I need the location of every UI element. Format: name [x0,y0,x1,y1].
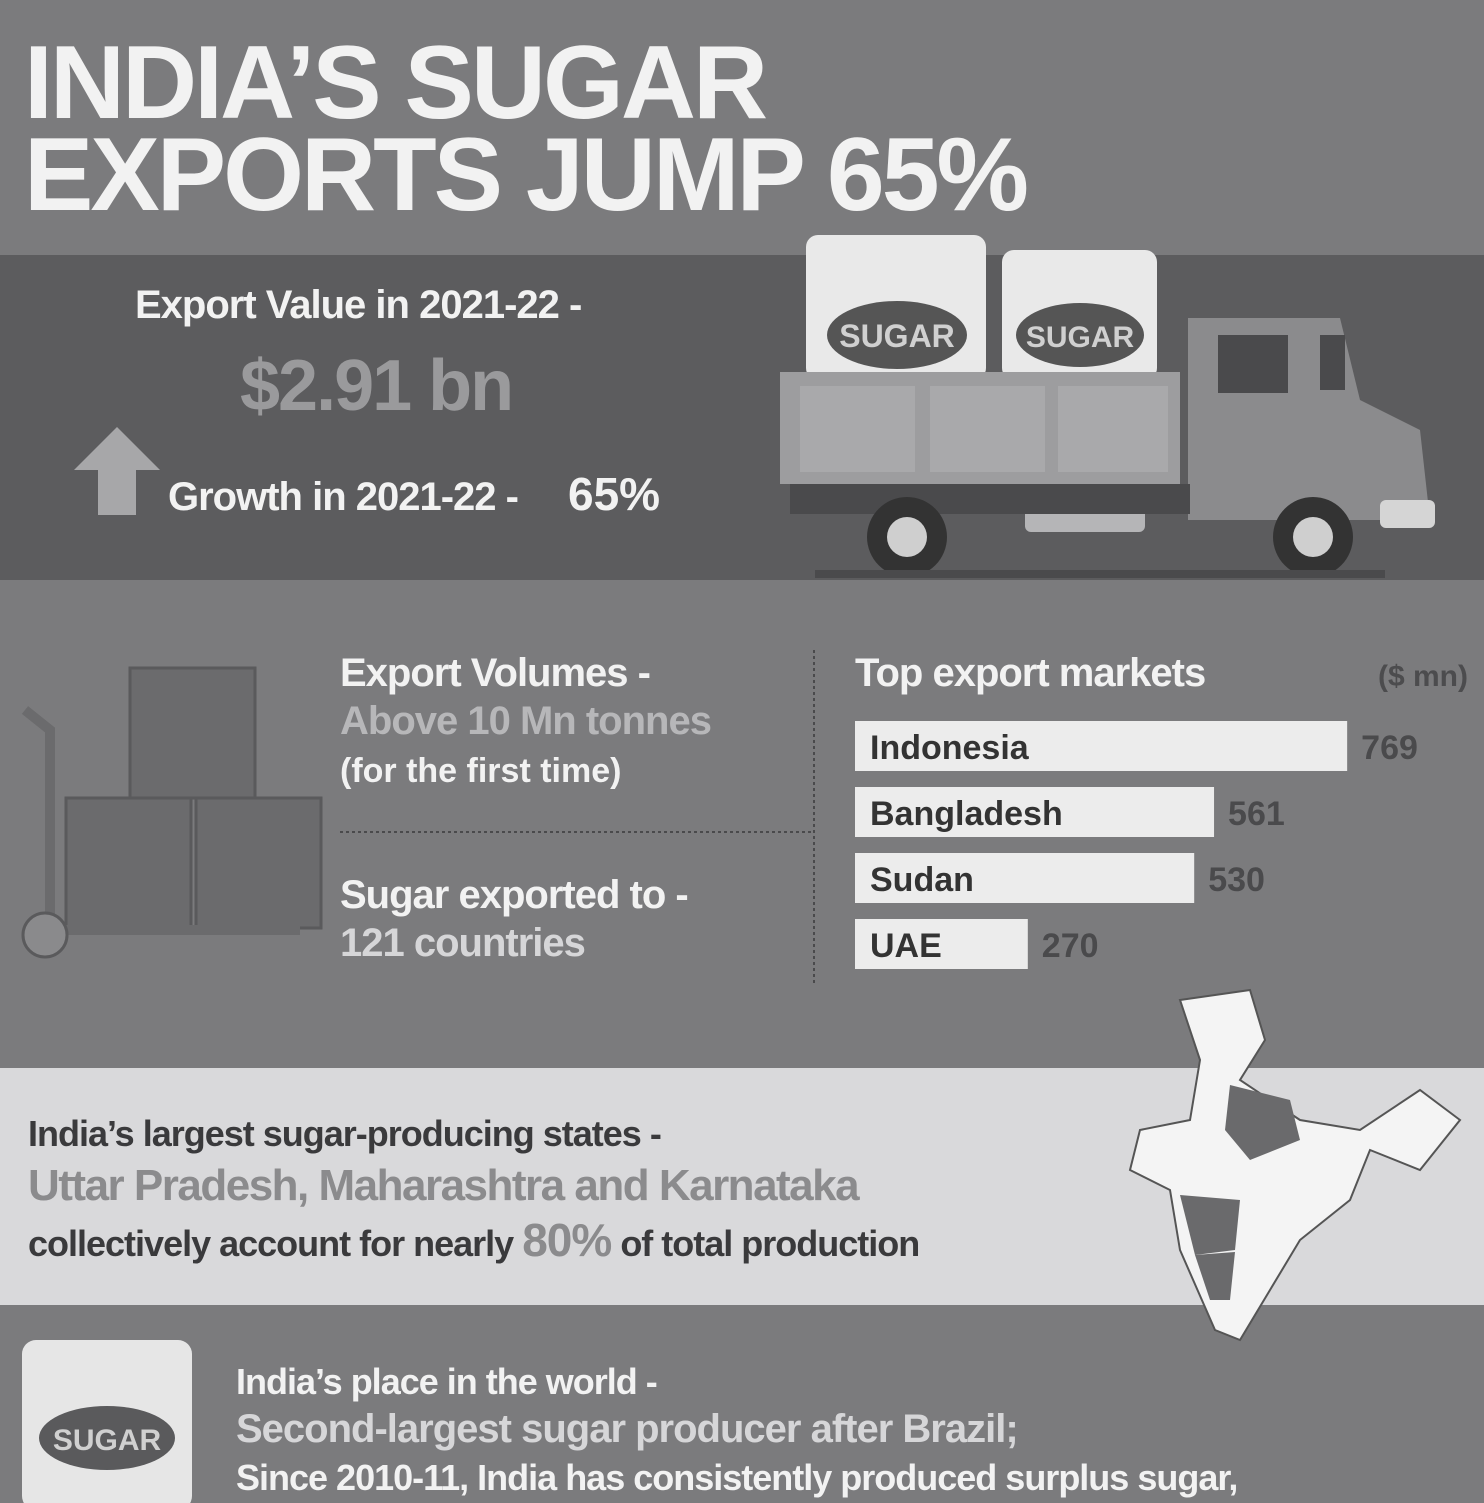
title-line: INDIA’S SUGAR [24,25,766,141]
truck [780,235,1435,578]
world-label: India’s place in the world - [236,1361,657,1402]
bag-label: SUGAR [1026,321,1135,354]
growth-value: 65% [568,468,660,520]
states-text-before: collectively account for nearly [28,1223,514,1264]
bar [855,919,1028,969]
bar-category: Bangladesh [870,795,1063,833]
bar [855,721,1348,771]
bar-chart: Top export markets ($ mn) Indonesia 769 Ba… [855,651,1468,969]
states-names: Uttar Pradesh, Maharashtra and Karnataka [28,1161,860,1210]
bar-value: 530 [1208,861,1265,899]
sugar-bag [22,1340,192,1503]
bar-value: 769 [1361,729,1418,767]
volumes-value: Above 10 Mn tonnes [340,699,711,743]
trolley [21,666,323,959]
bar-category: UAE [870,927,942,965]
states-text: collectively account for nearly 80% of t… [28,1214,919,1266]
export-value-label: Export Value in 2021-22 - [135,283,581,327]
volumes-note: (for the first time) [340,752,621,790]
states-share: 80% [522,1214,611,1266]
chart-title: Top export markets [855,651,1205,695]
states-text-after: of total production [620,1223,919,1264]
bar [855,853,1195,903]
india-map [1128,988,1462,1342]
bag-label: SUGAR [53,1424,162,1457]
bar-category: Sudan [870,861,974,899]
bag-label: SUGAR [839,318,955,354]
bar-value: 270 [1042,927,1099,965]
export-value: $2.91 bn [240,346,512,426]
world-value: Second-largest sugar producer after Braz… [236,1407,1018,1451]
volumes-label: Export Volumes - [340,651,650,695]
states-label: India’s largest sugar-producing states - [28,1113,661,1154]
bar-category: Indonesia [870,729,1030,767]
up-arrow [74,427,160,515]
world-text: Since 2010-11, India has consistently pr… [236,1457,1237,1498]
chart-unit: ($ mn) [1378,660,1468,693]
growth-label: Growth in 2021-22 - [168,475,518,519]
countries-value: 121 countries [340,921,585,965]
title-line: EXPORTS JUMP 65% [24,117,1027,233]
bar [855,787,1215,837]
bar-value: 561 [1228,795,1285,833]
countries-label: Sugar exported to - [340,873,688,917]
